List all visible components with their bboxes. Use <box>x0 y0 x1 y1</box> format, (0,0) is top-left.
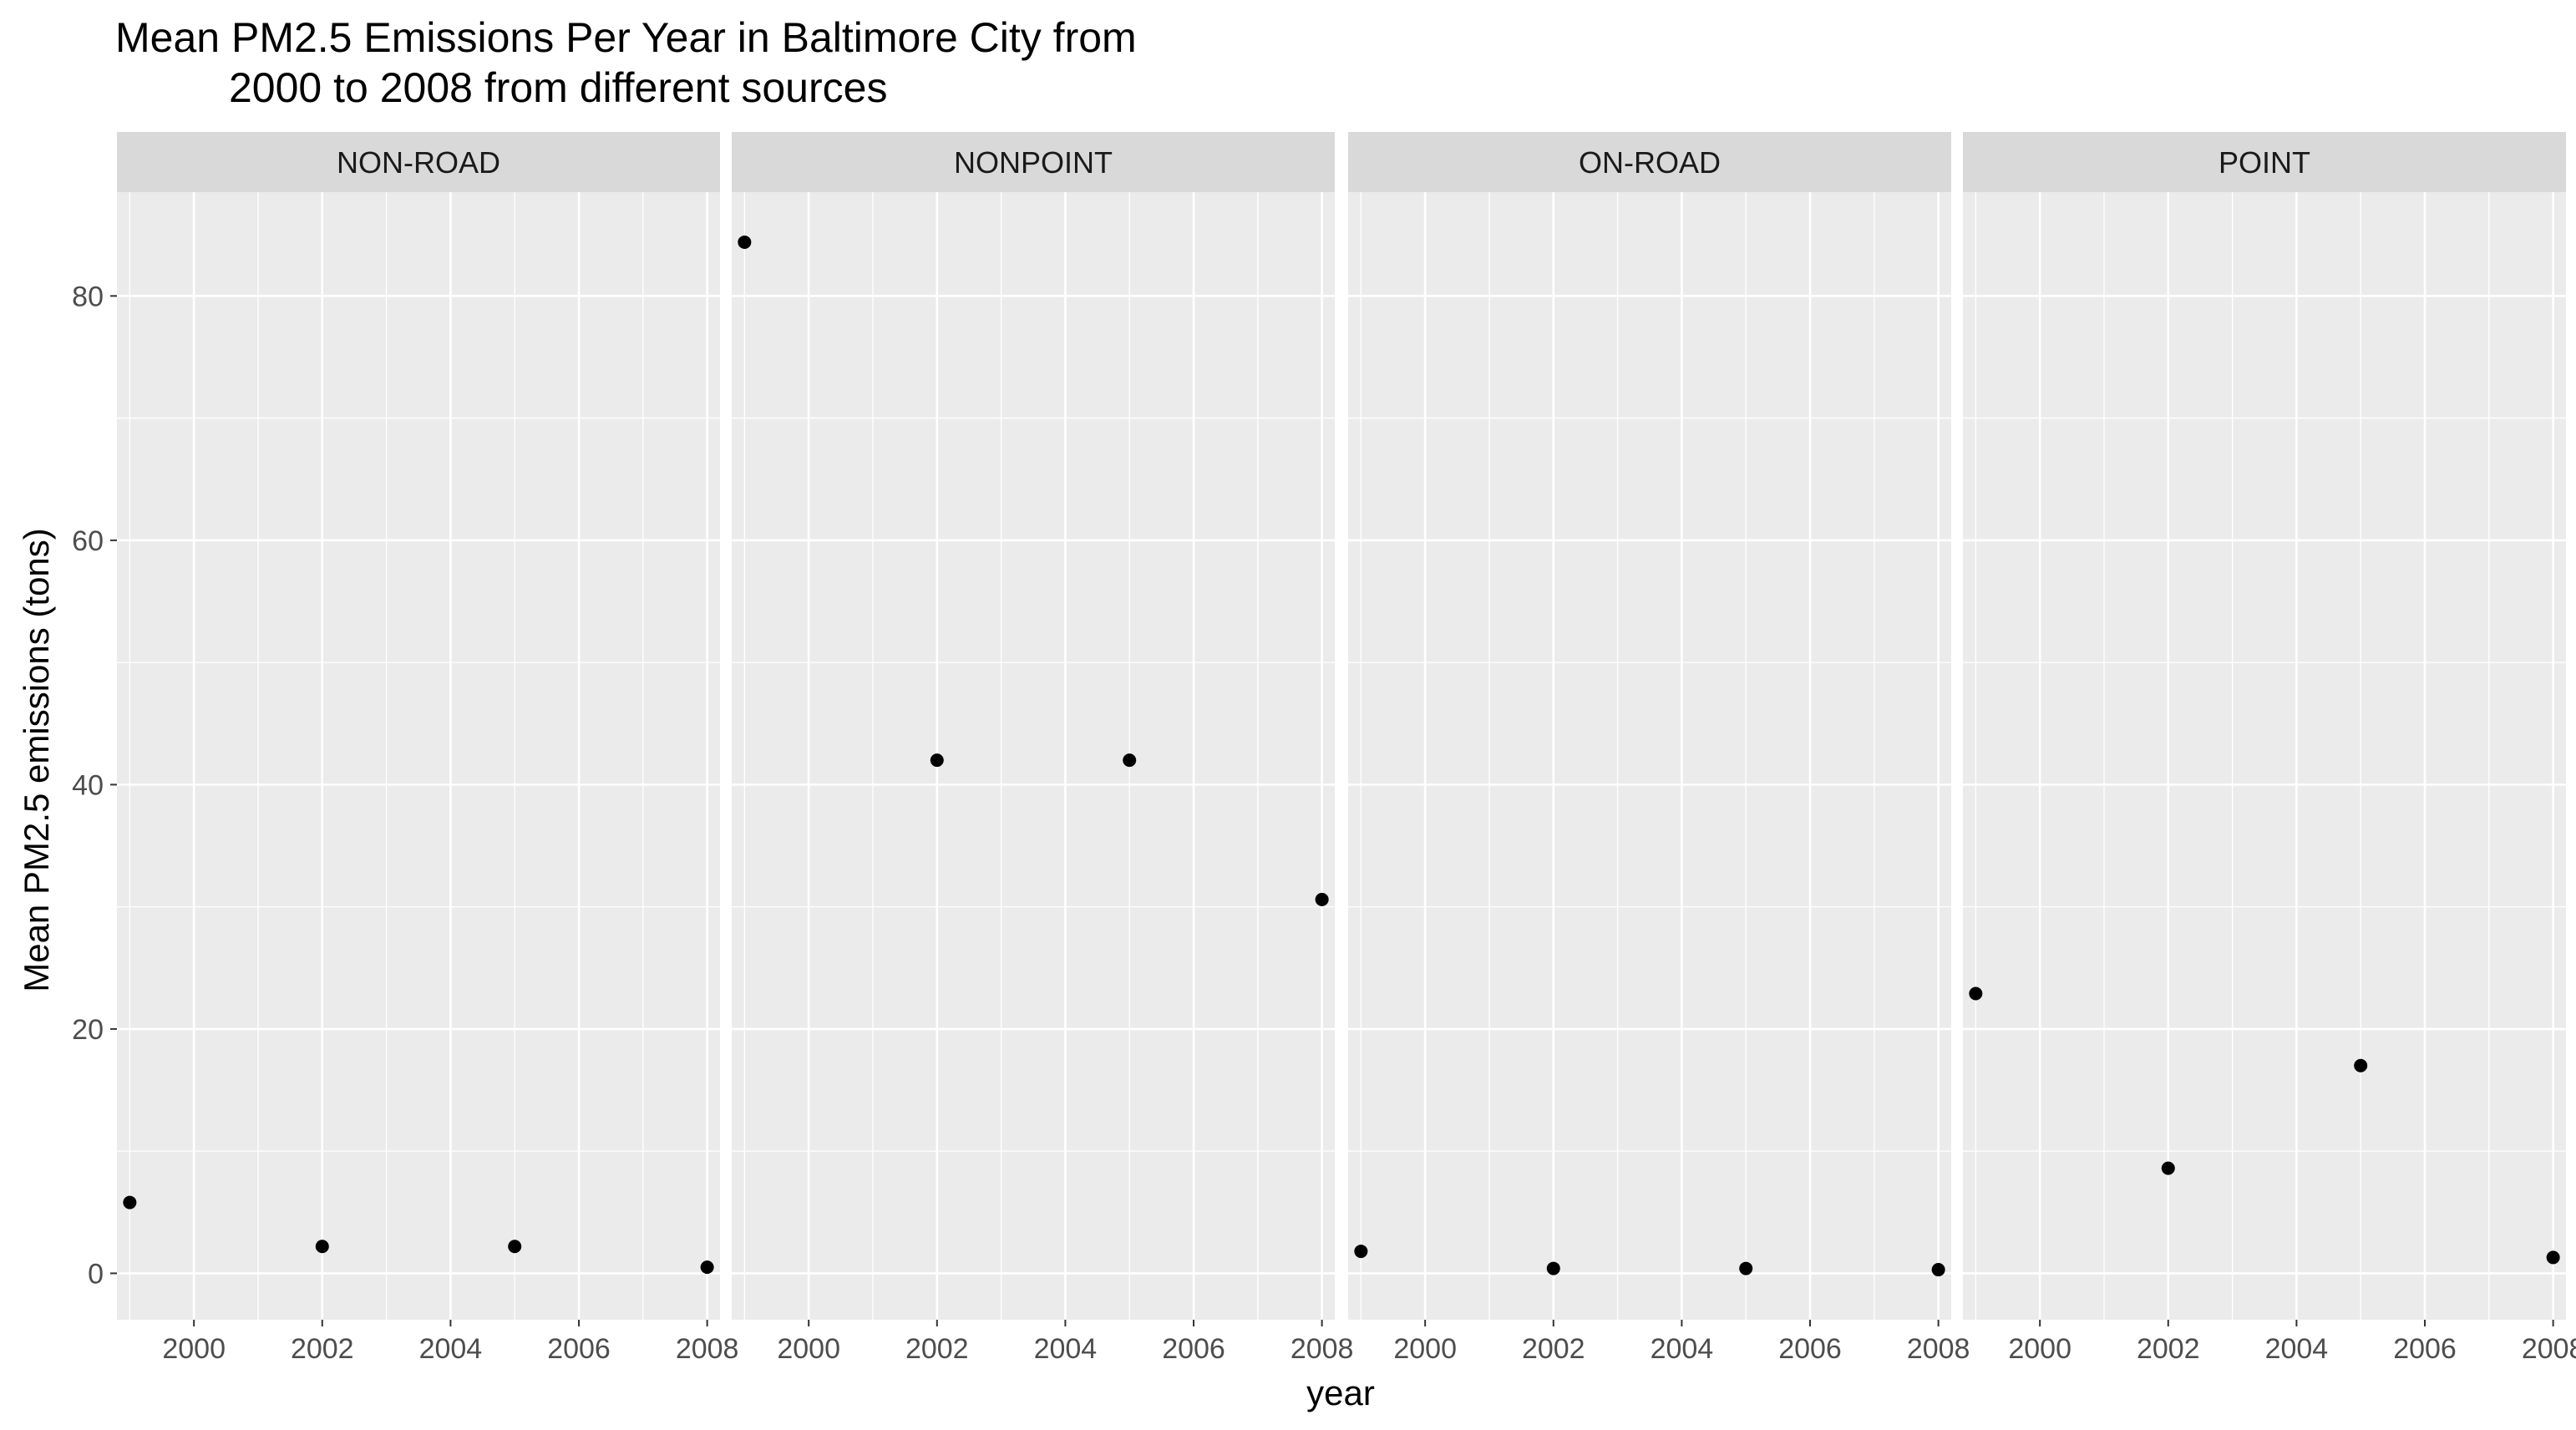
data-point <box>1354 1245 1368 1259</box>
x-tick-label: 2006 <box>547 1333 611 1365</box>
panel-background <box>1348 192 1951 1320</box>
facet-strip-label: NON-ROAD <box>337 145 500 180</box>
facet-strip-label: ON-ROAD <box>1579 145 1721 180</box>
data-point <box>1969 986 1983 1001</box>
y-tick-label: 60 <box>72 525 104 557</box>
facet-strip <box>1963 132 2566 192</box>
data-point <box>2161 1161 2175 1175</box>
data-point <box>508 1240 522 1254</box>
x-tick-label: 2004 <box>1034 1333 1098 1365</box>
x-tick-label: 2006 <box>2393 1333 2457 1365</box>
y-tick-label: 40 <box>72 769 104 801</box>
x-tick-label: 2004 <box>2265 1333 2329 1365</box>
facet-strip <box>117 132 720 192</box>
panel-background <box>732 192 1335 1320</box>
y-axis-title: Mean PM2.5 emissions (tons) <box>17 528 56 992</box>
data-point <box>700 1260 714 1275</box>
facet-panel-on-road: ON-ROAD 2000 2002 2004 2006 2008 <box>1348 132 1970 1365</box>
data-point <box>315 1240 329 1254</box>
data-point <box>1123 753 1137 768</box>
facet-strip <box>1348 132 1951 192</box>
y-tick-label: 80 <box>72 281 104 312</box>
x-tick-label: 2000 <box>2008 1333 2071 1365</box>
data-point <box>2354 1058 2368 1072</box>
data-point <box>738 235 752 249</box>
chart-title: Mean PM2.5 Emissions Per Year in Baltimo… <box>115 14 1137 111</box>
data-point <box>1546 1261 1560 1275</box>
x-tick-label: 2008 <box>1907 1333 1970 1365</box>
panel-background <box>117 192 720 1320</box>
x-tick-label: 2000 <box>1393 1333 1457 1365</box>
x-tick-label: 2004 <box>419 1333 483 1365</box>
x-tick-label: 2008 <box>676 1333 739 1365</box>
chart-title-line: Mean PM2.5 Emissions Per Year in Baltimo… <box>115 14 1137 61</box>
x-tick-label: 2002 <box>905 1333 969 1365</box>
facet-panel-nonpoint: NONPOINT 2000 2002 2004 2006 2008 <box>732 132 1353 1365</box>
panel-background <box>1963 192 2566 1320</box>
data-point <box>2546 1250 2560 1265</box>
x-tick-label: 2004 <box>1651 1333 1714 1365</box>
data-point <box>123 1195 137 1209</box>
y-tick-label: 20 <box>72 1014 104 1046</box>
data-point <box>930 753 944 768</box>
x-tick-label: 2008 <box>2522 1333 2576 1365</box>
data-point <box>1931 1263 1945 1277</box>
x-tick-label: 2008 <box>1291 1333 1354 1365</box>
facet-strip-label: NONPOINT <box>954 145 1113 180</box>
x-tick-label: 2000 <box>162 1333 226 1365</box>
x-tick-label: 2002 <box>2137 1333 2200 1365</box>
x-tick-label: 2006 <box>1778 1333 1842 1365</box>
x-tick-label: 2002 <box>1522 1333 1585 1365</box>
facet-strip <box>732 132 1335 192</box>
x-tick-label: 2000 <box>777 1333 840 1365</box>
x-tick-label: 2002 <box>291 1333 354 1365</box>
facet-panel-non-road: NON-ROAD 2000 2002 2004 2006 2008 0 20 40 60 80 <box>72 132 738 1365</box>
x-tick-label: 2006 <box>1162 1333 1225 1365</box>
data-point <box>1739 1261 1753 1275</box>
x-axis-title: year <box>1306 1373 1375 1412</box>
facet-strip-label: POINT <box>2219 145 2310 180</box>
facet-panel-point: POINT 2000 2002 2004 2006 2008 <box>1963 132 2576 1365</box>
y-tick-label: 0 <box>88 1258 104 1290</box>
chart-title-line: 2000 to 2008 from different sources <box>229 64 887 111</box>
data-point <box>1315 892 1329 906</box>
